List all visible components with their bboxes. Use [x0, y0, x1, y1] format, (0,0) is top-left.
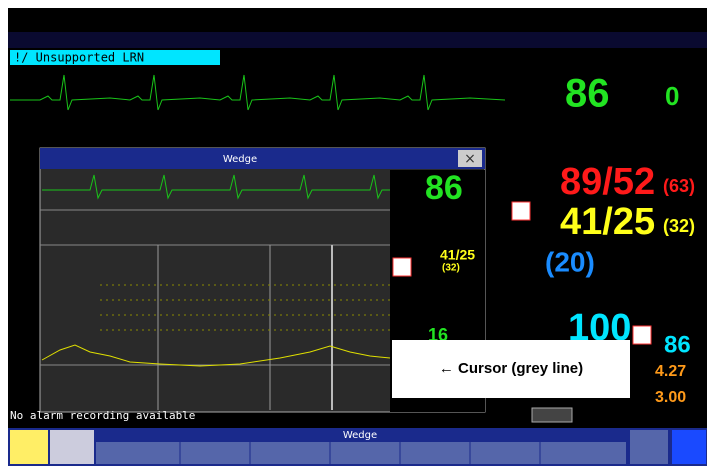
wedge-menu — [96, 442, 626, 464]
wedge-pap-mean: (32) — [442, 263, 460, 274]
button[interactable] — [10, 430, 48, 464]
top-bar — [8, 32, 707, 48]
pulse-value: 86 — [664, 331, 691, 358]
wedge-title: Wedge — [223, 154, 257, 165]
indicator — [532, 408, 572, 422]
status-message: No alarm recording available — [10, 409, 195, 422]
abp-mean: (63) — [663, 176, 695, 196]
button[interactable] — [50, 430, 94, 464]
wedge-title-bar — [40, 148, 485, 169]
cvp-value: (20) — [545, 246, 595, 277]
co-value: 4.27 — [655, 363, 686, 380]
abp-value: 89/52 — [560, 161, 655, 203]
close-icon: × — [464, 151, 476, 167]
button[interactable] — [672, 430, 706, 464]
pvc-value: 0 — [665, 81, 679, 111]
ci-value: 3.00 — [655, 389, 686, 406]
bottom-bar-title: Wedge — [343, 430, 377, 441]
button[interactable] — [630, 430, 668, 464]
monitor-screen: !/ Unsupported LRN 86 0 89/52 (63) 41/25… — [0, 0, 715, 468]
wedge-pap: 41/25 — [440, 247, 475, 263]
alarm-off-icon — [393, 258, 411, 276]
wedge-hr: 86 — [425, 169, 463, 207]
annotation: ← Cursor (grey line) — [439, 360, 583, 377]
hr-value: 86 — [565, 72, 610, 116]
pap-value: 41/25 — [560, 201, 655, 243]
alarm-text: !/ Unsupported LRN — [14, 51, 144, 65]
alarm-off-icon — [633, 326, 651, 344]
alarm-off-icon — [512, 202, 530, 220]
pap-mean: (32) — [663, 216, 695, 236]
